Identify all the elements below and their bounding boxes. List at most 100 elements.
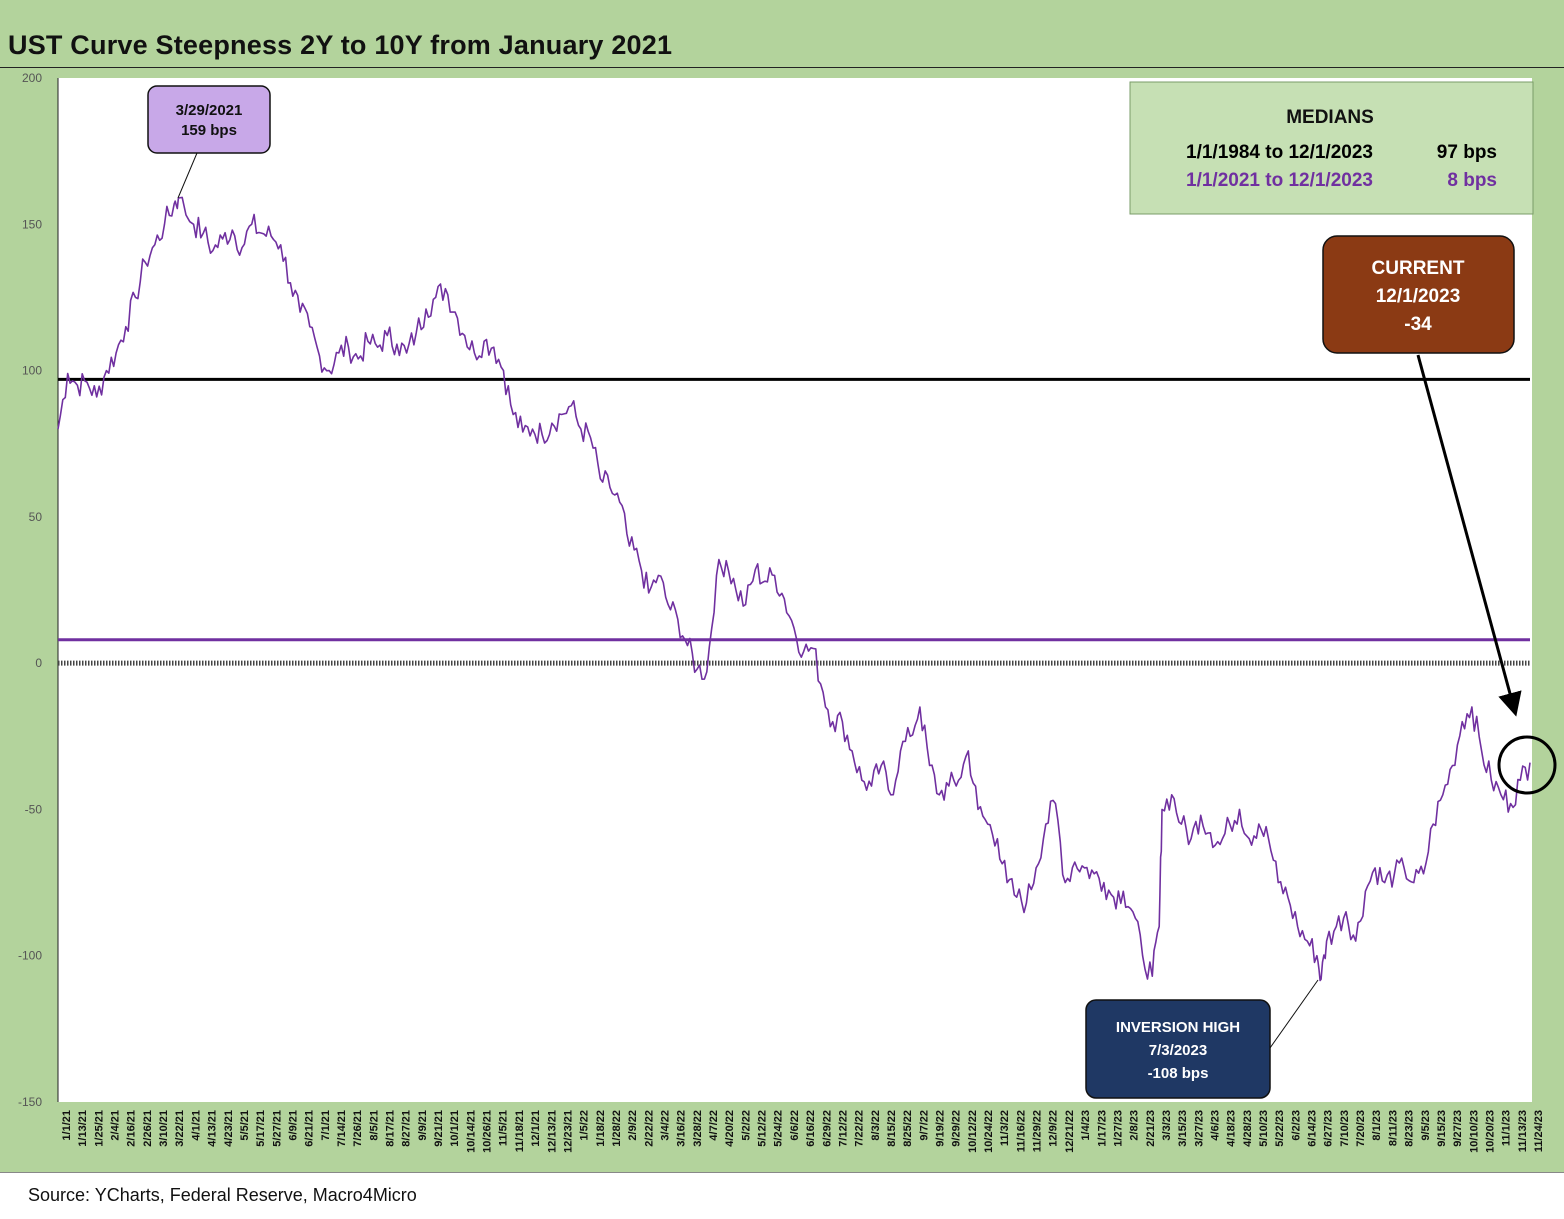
x-tick-label: 5/27/21: [271, 1110, 283, 1147]
x-tick-label: 12/23/21: [563, 1110, 575, 1153]
x-tick-label: 2/8/23: [1129, 1110, 1141, 1141]
median-long-period: 1/1/1984 to 12/1/2023: [1186, 142, 1373, 163]
x-tick-label: 7/12/22: [837, 1110, 849, 1147]
x-tick-label: 4/6/23: [1210, 1110, 1222, 1141]
chart-title: UST Curve Steepness 2Y to 10Y from Janua…: [8, 30, 673, 60]
x-tick-label: 1/27/23: [1112, 1110, 1124, 1147]
x-tick-label: 1/13/21: [77, 1110, 89, 1147]
series-layer: [57, 196, 1531, 982]
x-tick-label: 1/18/22: [595, 1110, 607, 1147]
x-tick-label: 3/16/22: [676, 1110, 688, 1147]
x-tick-label: 6/6/22: [789, 1110, 801, 1141]
x-tick-label: 5/22/23: [1274, 1110, 1286, 1147]
x-tick-label: 11/3/22: [999, 1110, 1011, 1146]
y-tick-label: 50: [29, 510, 43, 524]
x-tick-label: 10/26/21: [482, 1110, 494, 1153]
x-tick-label: 11/24/23: [1533, 1110, 1545, 1152]
x-tick-label: 9/29/22: [951, 1110, 963, 1147]
x-tick-label: 3/28/22: [692, 1110, 704, 1147]
x-tick-label: 3/3/23: [1161, 1110, 1173, 1141]
x-tick-label: 2/4/21: [110, 1110, 122, 1141]
x-tick-label: 6/16/22: [805, 1110, 817, 1147]
x-tick-label: 5/24/22: [773, 1110, 785, 1147]
inversion-callout-value: -108 bps: [1148, 1065, 1209, 1082]
x-tick-label: 5/12/22: [757, 1110, 769, 1147]
x-tick-label: 2/16/21: [126, 1110, 138, 1147]
x-tick-label: 9/15/23: [1436, 1110, 1448, 1147]
peak-callout-value: 159 bps: [181, 122, 237, 139]
x-tick-label: 11/16/22: [1015, 1110, 1027, 1152]
x-tick-label: 10/10/23: [1468, 1110, 1480, 1153]
x-tick-label: 1/1/21: [61, 1110, 73, 1141]
x-tick-label: 11/1/23: [1501, 1110, 1513, 1146]
y-tick-label: 150: [22, 217, 42, 231]
x-tick-label: 6/2/23: [1290, 1110, 1302, 1141]
x-tick-label: 4/13/21: [207, 1110, 219, 1147]
median-short-value: 8 bps: [1447, 170, 1497, 191]
x-tick-label: 11/18/21: [514, 1110, 526, 1152]
x-tick-label: 7/10/23: [1339, 1110, 1351, 1147]
y-axis-ticks: 200 150 100 50 0 -50 -100 -150: [18, 71, 42, 1109]
x-tick-label: 7/14/21: [336, 1110, 348, 1147]
y-tick-label: -150: [18, 1095, 42, 1109]
x-tick-label: 1/5/22: [579, 1110, 591, 1141]
x-tick-label: 9/27/23: [1452, 1110, 1464, 1147]
x-tick-label: 5/17/21: [255, 1110, 267, 1147]
x-tick-label: 6/29/22: [821, 1110, 833, 1147]
x-tick-label: 2/26/21: [142, 1110, 154, 1147]
y-tick-label: 0: [35, 656, 42, 670]
inversion-callout-label: INVERSION HIGH: [1116, 1019, 1240, 1036]
x-tick-label: 10/24/22: [983, 1110, 995, 1153]
x-tick-label: 10/1/21: [449, 1110, 461, 1147]
x-tick-label: 4/1/21: [190, 1110, 202, 1141]
current-callout-box: [1322, 235, 1515, 354]
x-tick-label: 12/13/21: [546, 1110, 558, 1153]
source-band: [0, 1172, 1564, 1219]
series-line: [57, 196, 1531, 982]
x-tick-label: 5/5/21: [239, 1110, 251, 1141]
x-tick-label: 3/27/23: [1193, 1110, 1205, 1147]
x-tick-label: 10/20/23: [1485, 1110, 1497, 1153]
x-tick-label: 1/4/23: [1080, 1110, 1092, 1141]
x-tick-label: 7/22/22: [854, 1110, 866, 1147]
x-tick-label: 9/9/21: [417, 1110, 429, 1141]
x-axis-ticks: 1/1/21 1/13/21 1/25/21 2/4/21 2/16/21 2/26/21…: [61, 1110, 1545, 1153]
medians-box: MEDIANS 1/1/1984 to 12/1/2023 97 bps 1/1…: [1129, 81, 1534, 215]
current-callout-value: -34: [1404, 314, 1432, 335]
x-tick-label: 6/21/21: [304, 1110, 316, 1147]
x-tick-label: 4/28/23: [1242, 1110, 1254, 1147]
y-tick-label: -100: [18, 949, 42, 963]
inversion-callout-leader: [1269, 979, 1319, 1049]
peak-callout-box: [147, 85, 271, 154]
x-tick-label: 11/13/23: [1517, 1110, 1529, 1152]
x-tick-label: 1/17/23: [1096, 1110, 1108, 1147]
source-note: Source: YCharts, Federal Reserve, Macro4…: [28, 1185, 417, 1205]
x-tick-label: 8/25/22: [902, 1110, 914, 1147]
x-tick-label: 3/10/21: [158, 1110, 170, 1147]
x-tick-label: 3/15/23: [1177, 1110, 1189, 1147]
x-tick-label: 1/28/22: [611, 1110, 623, 1147]
title-divider: [0, 67, 1564, 68]
x-tick-label: 6/27/23: [1323, 1110, 1335, 1147]
current-callout: CURRENT 12/1/2023 -34: [1322, 235, 1557, 795]
x-tick-label: 3/22/21: [174, 1110, 186, 1147]
x-tick-label: 2/21/23: [1145, 1110, 1157, 1147]
inversion-callout-date: 7/3/2023: [1149, 1042, 1207, 1059]
reference-lines: [58, 377, 1530, 666]
current-callout-arrow: [1416, 354, 1522, 717]
x-tick-label: 10/12/22: [967, 1110, 979, 1153]
x-tick-label: 4/20/22: [724, 1110, 736, 1147]
x-tick-label: 8/5/21: [368, 1110, 380, 1141]
y-tick-label: 100: [22, 364, 42, 378]
x-tick-label: 6/9/21: [288, 1110, 300, 1141]
x-tick-label: 6/14/23: [1307, 1110, 1319, 1147]
x-tick-label: 12/1/21: [530, 1110, 542, 1147]
x-tick-label: 9/19/22: [935, 1110, 947, 1147]
current-callout-label: CURRENT: [1372, 258, 1465, 279]
x-tick-label: 7/20/23: [1355, 1110, 1367, 1147]
x-tick-label: 8/23/23: [1404, 1110, 1416, 1147]
x-tick-label: 8/1/23: [1371, 1110, 1383, 1141]
x-tick-label: 9/7/22: [918, 1110, 930, 1141]
peak-callout: 3/29/2021 159 bps: [147, 85, 271, 199]
